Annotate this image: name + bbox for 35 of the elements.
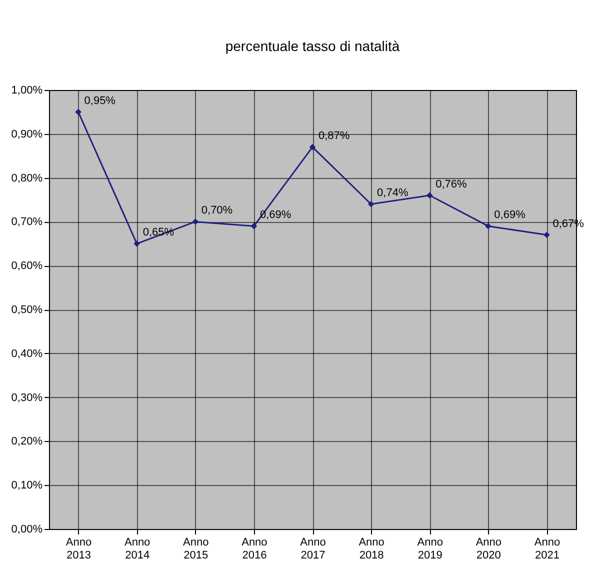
y-tick-label: 0,30%: [11, 392, 43, 404]
point: [192, 218, 199, 225]
x-tick-label: Anno 2019: [417, 536, 443, 562]
x-tick-label: Anno 2017: [300, 536, 326, 562]
y-tick-label: 0,10%: [11, 480, 43, 492]
x-tick-label: Anno 2016: [242, 536, 268, 562]
point: [368, 200, 374, 208]
data-label: 0,74%: [377, 187, 408, 200]
chart-title: percentuale tasso di natalità: [225, 38, 400, 54]
y-tick-label: 0,40%: [11, 348, 43, 360]
y-tick-label: 1,00%: [11, 84, 43, 96]
x-tick-label: Anno 2013: [66, 536, 92, 562]
y-tick-label: 0,00%: [11, 524, 43, 536]
point: [134, 240, 140, 247]
y-tick-label: 0,20%: [11, 436, 43, 448]
point: [544, 232, 550, 238]
y-tick-label: 0,90%: [11, 128, 43, 140]
point: [309, 144, 316, 150]
x-tick-label: Anno 2021: [534, 536, 560, 562]
data-label: 0,69%: [494, 209, 526, 222]
point: [426, 192, 433, 199]
point: [250, 222, 258, 230]
data-label: 0,95%: [84, 94, 116, 107]
x-tick-label: Anno 2014: [124, 536, 150, 562]
x-tick-label: Anno 2015: [183, 536, 209, 562]
point: [75, 108, 82, 116]
x-tick-label: Anno 2018: [358, 536, 384, 562]
y-tick-label: 0,60%: [11, 260, 43, 272]
data-label: 0,76%: [436, 178, 468, 190]
y-tick-label: 0,70%: [11, 216, 43, 228]
y-tick-label: 0,50%: [11, 304, 43, 316]
point: [485, 222, 492, 230]
data-label: 0,70%: [201, 204, 233, 217]
x-tick-label: Anno 2020: [476, 536, 502, 562]
y-tick-label: 0,80%: [11, 172, 43, 184]
